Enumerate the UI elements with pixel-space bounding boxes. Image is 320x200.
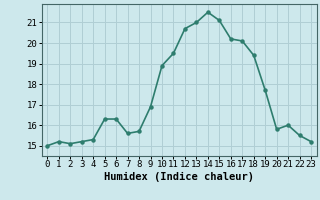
X-axis label: Humidex (Indice chaleur): Humidex (Indice chaleur)	[104, 172, 254, 182]
